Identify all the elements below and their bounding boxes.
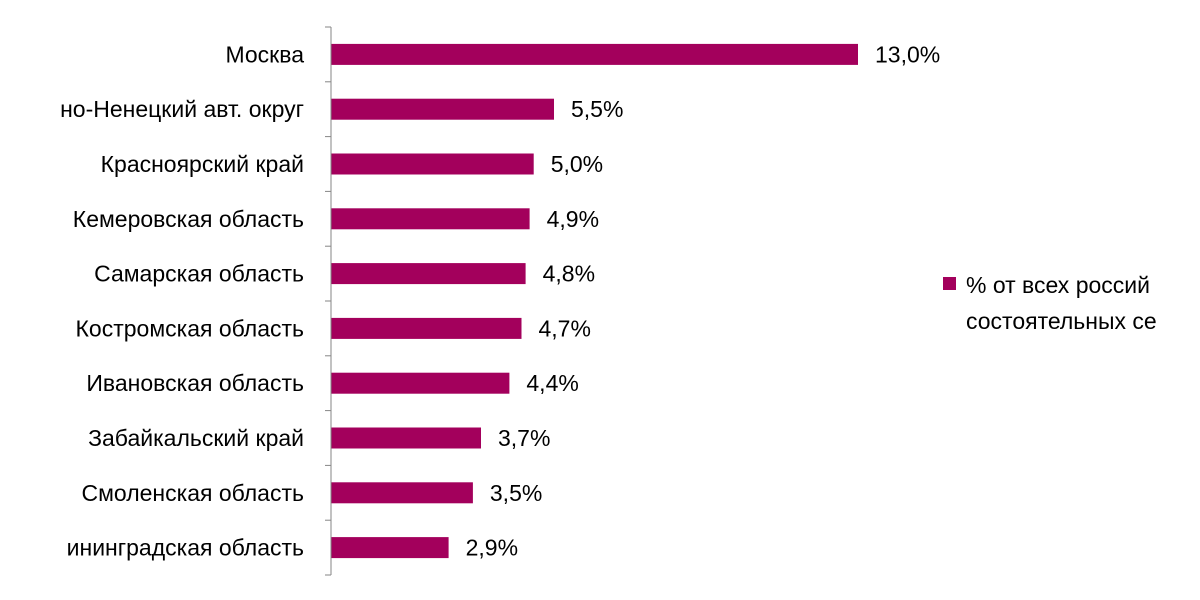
data-label: 4,8% [543,261,595,287]
legend-label-line-2: состоятельных се [966,308,1157,334]
bar [331,263,526,285]
data-label: 4,4% [526,370,578,396]
bar [331,208,530,230]
category-label: Самарская область [94,261,304,287]
y-axis-ticks-group [325,26,331,576]
value-labels-group: 13,0% 5,5% 5,0% 4,9% 4,8% 4,7% 4,4% 3,7% 3,5% 2,9… [466,41,941,560]
bars-group [331,43,858,559]
data-label: 5,5% [571,96,623,122]
category-labels-group: Москва но-Ненецкий авт. округ Красноярский… [60,41,304,560]
bar [331,317,522,339]
category-label: Красноярский край [101,151,304,177]
data-label: 4,7% [539,315,591,341]
data-label: 2,9% [466,535,518,561]
bar [331,153,534,175]
category-label: Кемеровская область [73,206,304,232]
category-label: Костромская область [76,315,305,341]
category-label: Москва [225,41,304,67]
category-label: Забайкальский край [88,425,304,451]
category-label: ининградская область [67,535,304,561]
bar [331,537,449,559]
category-label: Ивановская область [86,370,304,396]
legend: % от всех россий состоятельных се [943,272,1157,334]
bar [331,372,510,394]
bar [331,482,473,504]
category-label: но-Ненецкий авт. округ [60,96,304,122]
data-label: 4,9% [547,206,599,232]
bar [331,43,858,65]
category-label: Смоленская область [82,480,305,506]
legend-swatch [943,277,956,290]
data-label: 3,7% [498,425,550,451]
data-label: 5,0% [551,151,603,177]
data-label: 3,5% [490,480,542,506]
bar [331,427,481,449]
data-label: 13,0% [875,41,940,67]
legend-label-line-1: % от всех россий [966,272,1150,298]
bar [331,98,554,120]
